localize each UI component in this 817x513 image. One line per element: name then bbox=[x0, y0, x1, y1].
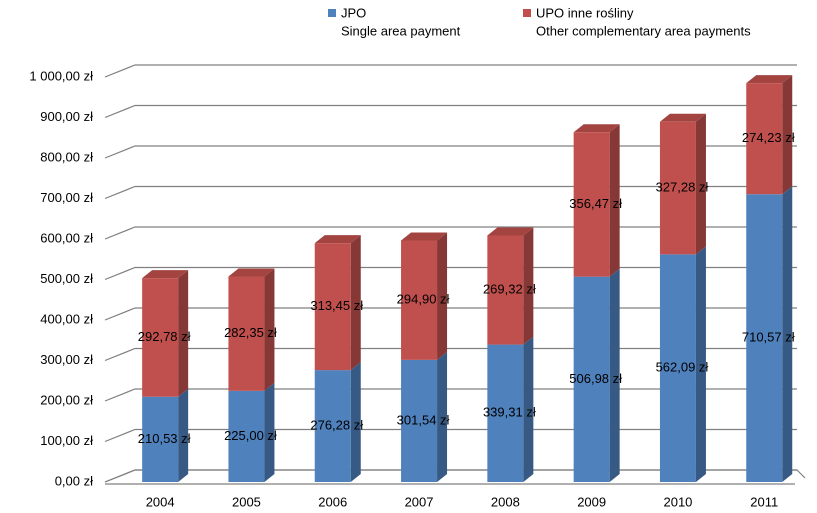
x-tick-label: 2010 bbox=[663, 494, 692, 509]
bar-segment bbox=[142, 278, 179, 397]
value-label: 313,45 zł bbox=[310, 298, 363, 313]
legend-sublabel: Other complementary area payments bbox=[536, 23, 751, 38]
bar-side bbox=[350, 235, 361, 371]
bar-segment bbox=[401, 359, 438, 482]
value-label: 274,23 zł bbox=[742, 130, 795, 145]
legend-sublabel: Single area payment bbox=[341, 23, 461, 38]
y-tick-label: 0,00 zł bbox=[55, 473, 93, 488]
y-tick-label: 400,00 zł bbox=[40, 311, 93, 326]
bar-top bbox=[659, 113, 706, 122]
bar-segment bbox=[228, 390, 265, 482]
bar-segment bbox=[142, 396, 179, 482]
bar-top bbox=[487, 227, 534, 236]
bar-segment bbox=[746, 194, 783, 482]
value-label: 294,90 zł bbox=[397, 292, 450, 307]
value-label: 327,28 zł bbox=[656, 180, 709, 195]
bar-segment bbox=[487, 344, 524, 482]
y-tick-label: 800,00 zł bbox=[40, 149, 93, 164]
value-label: 562,09 zł bbox=[656, 360, 709, 375]
y-tick-label: 600,00 zł bbox=[40, 230, 93, 245]
value-label: 710,57 zł bbox=[742, 330, 795, 345]
y-tick-label: 300,00 zł bbox=[40, 352, 93, 367]
bar-top bbox=[746, 75, 793, 84]
bar-top bbox=[401, 232, 448, 241]
bar-segment bbox=[659, 121, 696, 255]
bar-side bbox=[782, 186, 793, 482]
bar-segment bbox=[746, 83, 783, 195]
x-tick-label: 2005 bbox=[232, 494, 261, 509]
value-label: 276,28 zł bbox=[310, 417, 363, 432]
bar-top bbox=[314, 235, 361, 244]
value-label: 339,31 zł bbox=[483, 405, 536, 420]
grid-line bbox=[104, 64, 797, 78]
bar-side bbox=[523, 227, 534, 345]
y-tick-label: 700,00 zł bbox=[40, 190, 93, 205]
x-tick-label: 2006 bbox=[318, 494, 347, 509]
y-tick-label: 900,00 zł bbox=[40, 109, 93, 124]
value-label: 269,32 zł bbox=[483, 281, 536, 296]
value-label: 210,53 zł bbox=[138, 431, 191, 446]
value-label: 292,78 zł bbox=[138, 329, 191, 344]
legend-swatch bbox=[328, 9, 336, 17]
y-tick-label: 1 000,00 zł bbox=[29, 68, 93, 83]
bar-side bbox=[609, 268, 620, 482]
bar-segment bbox=[314, 243, 351, 371]
bar-side bbox=[178, 388, 189, 482]
y-tick-label: 200,00 zł bbox=[40, 392, 93, 407]
bar-segment bbox=[659, 254, 696, 482]
grid-line bbox=[104, 104, 797, 119]
x-tick-label: 2011 bbox=[750, 494, 778, 509]
bar-top bbox=[142, 270, 189, 279]
bar-side bbox=[264, 268, 275, 391]
bar-segment bbox=[228, 276, 265, 391]
bar-side bbox=[350, 362, 361, 482]
bar-side bbox=[523, 336, 534, 482]
bar-segment bbox=[314, 370, 351, 482]
value-label: 301,54 zł bbox=[397, 412, 450, 427]
y-tick-label: 100,00 zł bbox=[40, 433, 93, 448]
bar-side bbox=[695, 246, 706, 482]
bar-segment bbox=[401, 240, 438, 360]
legend-label: UPO inne rośliny bbox=[536, 5, 634, 20]
bar-side bbox=[264, 382, 275, 482]
value-label: 506,98 zł bbox=[569, 371, 622, 386]
bar-side bbox=[437, 232, 448, 360]
bar-segment bbox=[573, 276, 610, 482]
bar-side bbox=[695, 113, 706, 255]
value-label: 356,47 zł bbox=[569, 196, 622, 211]
bar-top bbox=[228, 268, 275, 277]
y-tick-label: 500,00 zł bbox=[40, 271, 93, 286]
bar-segment bbox=[573, 132, 610, 277]
x-tick-label: 2009 bbox=[577, 494, 606, 509]
value-label: 282,35 zł bbox=[224, 325, 277, 340]
bar-segment bbox=[487, 235, 524, 345]
legend-label: JPO bbox=[341, 5, 366, 20]
bar-top bbox=[573, 124, 620, 133]
bar-side bbox=[782, 75, 793, 195]
bar-side bbox=[437, 351, 448, 482]
value-label: 225,00 zł bbox=[224, 428, 277, 443]
x-tick-label: 2004 bbox=[146, 494, 175, 509]
x-tick-label: 2008 bbox=[491, 494, 520, 509]
legend-swatch bbox=[523, 9, 531, 17]
x-tick-label: 2007 bbox=[405, 494, 434, 509]
bar-side bbox=[609, 124, 620, 277]
bar-side bbox=[178, 270, 189, 397]
